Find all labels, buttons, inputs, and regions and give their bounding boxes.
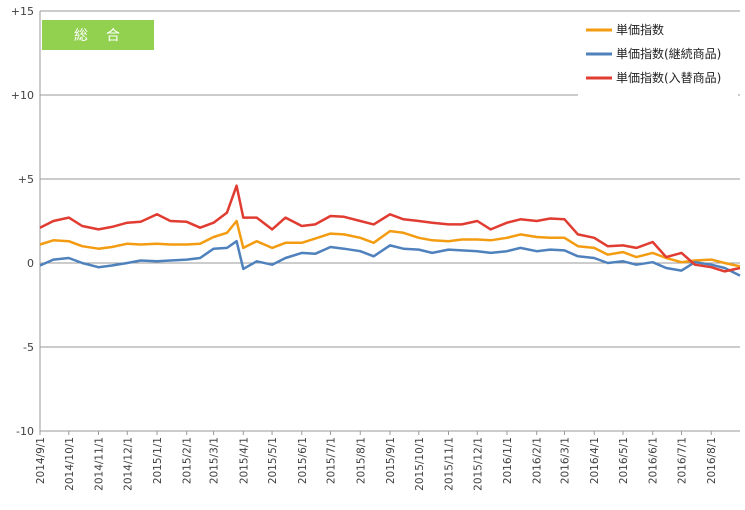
x-tick-label: 2015/9/1: [385, 437, 397, 484]
x-tick-label: 2015/12/1: [472, 437, 484, 491]
x-tick-label: 2016/7/1: [677, 437, 689, 484]
y-tick-label: -5: [23, 341, 34, 354]
x-tick-label: 2014/10/1: [64, 437, 76, 491]
y-tick-label: +15: [11, 5, 34, 18]
x-tick-label: 2015/4/1: [238, 437, 250, 484]
x-tick-label: 2015/1/1: [152, 437, 164, 484]
series-line-3: [39, 184, 741, 273]
x-tick-label: 2015/11/1: [443, 437, 455, 491]
x-tick-label: 2016/2/1: [532, 437, 544, 484]
x-tick-label: 2016/1/1: [502, 437, 514, 484]
x-tick-label: 2015/10/1: [414, 437, 426, 491]
x-axis-ticks: 2014/9/1 2014/10/1 2014/11/1 2014/12/1 2015/…: [35, 431, 718, 491]
x-tick-label: 2015/7/1: [326, 437, 338, 484]
x-tick-label: 2015/2/1: [182, 437, 194, 484]
y-axis-ticks: +15 +10 +5 0 -5 -10: [11, 5, 34, 438]
chart-title: 総 合: [42, 20, 154, 50]
x-tick-label: 2015/8/1: [355, 437, 367, 484]
legend-label: 単価指数(継続商品): [616, 46, 721, 61]
legend-label: 単価指数(入替商品): [616, 70, 721, 85]
title-box: [42, 20, 154, 50]
series-group: [39, 184, 741, 277]
x-tick-label: 2016/8/1: [706, 437, 718, 484]
x-tick-label: 2014/9/1: [35, 437, 47, 484]
series-line-2: [39, 239, 741, 277]
y-tick-label: +10: [11, 89, 34, 102]
x-tick-label: 2015/3/1: [209, 437, 221, 484]
legend-label: 単価指数: [616, 22, 664, 37]
x-tick-label: 2016/4/1: [589, 437, 601, 484]
series-line-1: [39, 219, 741, 268]
x-tick-label: 2016/6/1: [648, 437, 660, 484]
title-label: 総 合: [74, 28, 122, 44]
y-tick-label: +5: [18, 173, 34, 186]
x-tick-label: 2015/5/1: [267, 437, 279, 484]
y-tick-label: -10: [16, 425, 34, 438]
x-tick-label: 2014/11/1: [93, 437, 105, 491]
x-tick-label: 2014/12/1: [122, 437, 134, 491]
x-tick-label: 2016/5/1: [618, 437, 630, 484]
x-tick-label: 2015/6/1: [297, 437, 309, 484]
x-tick-label: 2016/3/1: [560, 437, 572, 484]
y-tick-label: 0: [27, 257, 34, 270]
